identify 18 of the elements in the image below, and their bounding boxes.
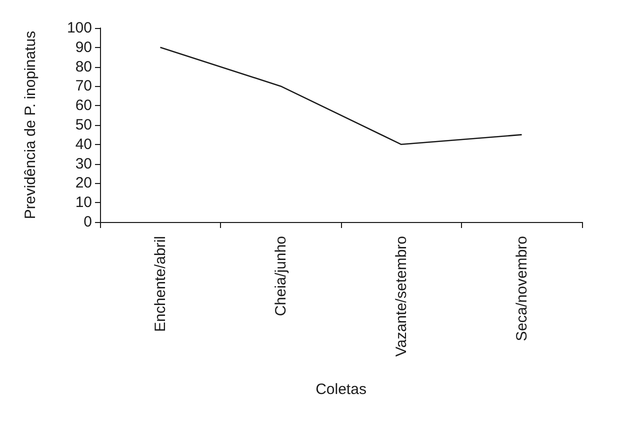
x-axis-title: Coletas [316,381,366,398]
y-tick-label: 20 [75,174,92,192]
y-tick-label: 100 [66,20,92,36]
x-tick-label: Enchente/abril [152,236,169,332]
y-axis-title: Previdência de P. inopinatus [22,30,39,220]
x-tick-label: Cheia/junho [272,236,290,316]
y-tick-label: 50 [75,116,92,134]
y-tick-label: 90 [75,38,92,56]
x-tick-label: Vazante/setembro [392,236,410,357]
line-series [160,46,522,146]
y-tick-label: 10 [75,194,92,212]
y-tick-label: 30 [75,155,92,172]
y-tick-label: 80 [75,58,92,76]
y-tick-label: 70 [75,78,92,95]
y-tick-label: 40 [75,136,92,153]
y-tick-label: 60 [75,97,92,114]
x-tick-label: Seca/novembro [513,236,530,342]
y-tick-label: 0 [84,214,92,230]
